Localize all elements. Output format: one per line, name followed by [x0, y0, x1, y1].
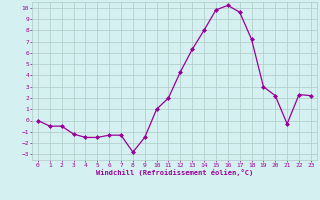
X-axis label: Windchill (Refroidissement éolien,°C): Windchill (Refroidissement éolien,°C): [96, 169, 253, 176]
